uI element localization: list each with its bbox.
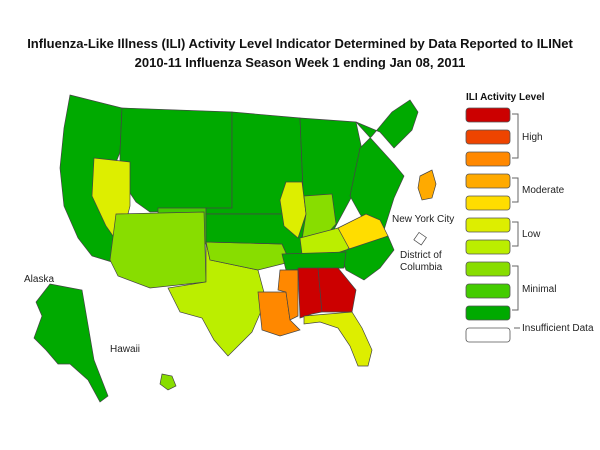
- legend-swatch-level-5: [465, 217, 511, 233]
- region-illinois[interactable]: [279, 181, 307, 239]
- region-southwest[interactable]: [109, 211, 207, 289]
- label-alaska: Alaska: [24, 274, 54, 285]
- legend-swatch-level-1: [465, 305, 511, 321]
- legend-swatch-level-7: [465, 173, 511, 189]
- legend: ILI Activity Level High Moderate Low Min…: [465, 92, 594, 343]
- label-dc-line1: District of: [400, 250, 442, 261]
- legend-swatch-level-9: [465, 129, 511, 145]
- region-tennessee[interactable]: [281, 251, 347, 271]
- label-nyc: New York City: [392, 214, 454, 225]
- region-carolinas[interactable]: [339, 235, 395, 281]
- region-florida[interactable]: [303, 311, 373, 367]
- region-mountain-states[interactable]: [119, 107, 233, 213]
- region-alabama[interactable]: [297, 267, 323, 319]
- legend-swatch-level-8: [465, 151, 511, 167]
- legend-swatch-level-3: [465, 261, 511, 277]
- legend-swatch-level-6: [465, 195, 511, 211]
- legend-swatch-level-2: [465, 283, 511, 299]
- legend-group-insufficient: Insufficient Data: [522, 323, 594, 334]
- map-title: Influenza-Like Illness (ILI) Activity Le…: [27, 36, 573, 51]
- legend-swatch-level-4: [465, 239, 511, 255]
- region-dc-box[interactable]: [413, 231, 427, 246]
- label-dc-line2: Columbia: [400, 262, 443, 273]
- region-alaska[interactable]: [33, 283, 109, 403]
- legend-swatch-level-10: [465, 107, 511, 123]
- legend-group-minimal: Minimal: [522, 284, 556, 295]
- region-virginia[interactable]: [337, 213, 389, 251]
- legend-group-low: Low: [522, 229, 541, 240]
- legend-group-moderate: Moderate: [522, 185, 565, 196]
- label-hawaii: Hawaii: [110, 344, 140, 355]
- legend-group-high: High: [522, 132, 543, 143]
- region-new-york-city[interactable]: [417, 169, 437, 201]
- map-subtitle: 2010-11 Influenza Season Week 1 ending J…: [134, 55, 466, 70]
- legend-brackets: [512, 113, 520, 329]
- legend-title: ILI Activity Level: [466, 92, 545, 103]
- region-georgia[interactable]: [317, 267, 357, 313]
- region-northeast[interactable]: [349, 99, 419, 233]
- region-hawaii[interactable]: [159, 373, 177, 391]
- legend-swatch-level-0: [465, 327, 511, 343]
